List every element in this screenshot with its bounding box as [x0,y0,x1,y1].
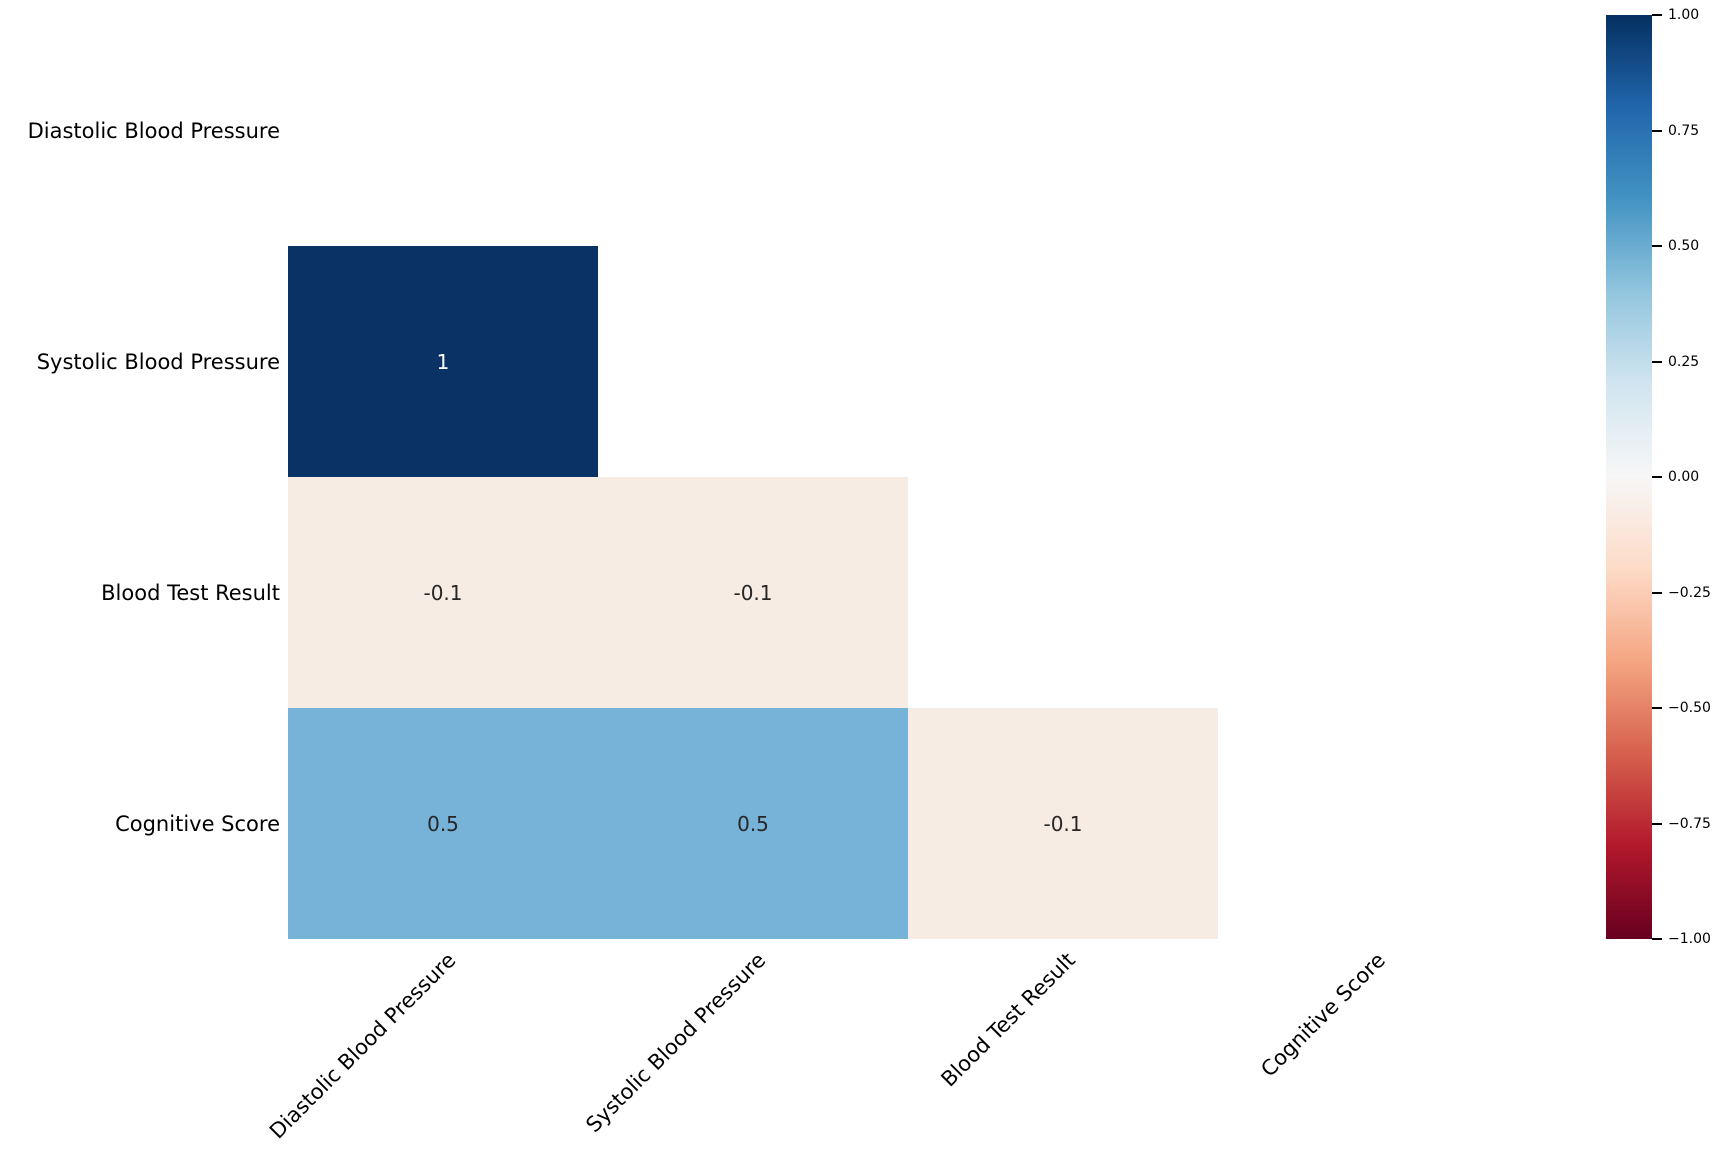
colorbar-tick-label: 0.75 [1668,122,1700,139]
x-tick-label: Cognitive Score [1256,948,1390,1082]
colorbar-tick-mark [1652,707,1662,709]
colorbar-tick-label: −0.25 [1668,584,1711,601]
colorbar-tick-mark [1652,938,1662,940]
colorbar-tick-mark [1652,245,1662,247]
x-tick-label: Blood Test Result [936,948,1080,1092]
colorbar-tick-label: −1.00 [1668,931,1711,947]
colorbar-tick-mark [1652,14,1662,16]
colorbar-tick-label: 0.50 [1668,238,1700,254]
heatmap-cell: -0.1 [598,477,908,708]
y-tick-label: Cognitive Score [115,811,280,836]
colorbar-tick-mark [1652,591,1662,594]
y-tick-label: Blood Test Result [101,580,280,605]
heatmap-cell: 0.5 [598,708,908,939]
colorbar-gradient [1606,15,1652,939]
colorbar-tick-label: −0.50 [1668,700,1711,716]
x-tick-label: Systolic Blood Pressure [580,948,770,1138]
colorbar-tick-mark [1652,360,1662,363]
colorbar-tick-mark [1652,129,1662,132]
x-tick-label: Diastolic Blood Pressure [264,948,460,1144]
colorbar-tick-mark [1652,822,1662,825]
heatmap-cell: 1 [288,246,598,477]
heatmap-cell: 0.5 [288,708,598,939]
y-tick-label: Systolic Blood Pressure [36,349,280,374]
heatmap-cell: -0.1 [908,708,1218,939]
heatmap-cell: -0.1 [288,477,598,708]
colorbar-tick-label: 1.00 [1668,7,1700,23]
colorbar-tick-mark [1652,476,1662,478]
colorbar-tick-label: 0.00 [1668,469,1700,485]
y-tick-label: Diastolic Blood Pressure [27,118,280,143]
colorbar-tick-label: 0.25 [1668,353,1700,370]
colorbar-tick-label: −0.75 [1668,815,1711,832]
